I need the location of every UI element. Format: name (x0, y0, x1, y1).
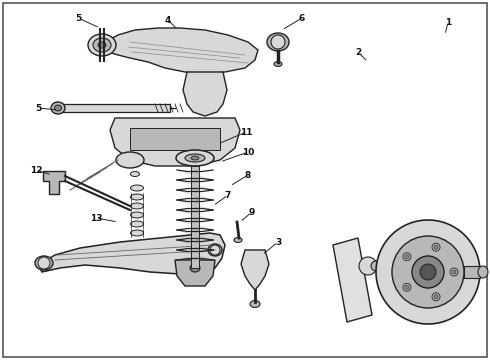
Polygon shape (241, 250, 269, 290)
Polygon shape (110, 118, 240, 166)
Ellipse shape (274, 62, 282, 67)
Ellipse shape (191, 156, 199, 160)
Text: 6: 6 (299, 14, 305, 23)
Circle shape (403, 283, 411, 291)
Circle shape (405, 255, 409, 259)
Polygon shape (183, 72, 227, 116)
Bar (191, 166, 199, 268)
Ellipse shape (130, 230, 144, 236)
Circle shape (420, 264, 436, 280)
Text: 1: 1 (445, 18, 451, 27)
Text: 9: 9 (249, 207, 255, 216)
Ellipse shape (130, 171, 140, 176)
Ellipse shape (35, 256, 53, 270)
Text: 8: 8 (245, 171, 251, 180)
Ellipse shape (130, 185, 144, 191)
Circle shape (432, 243, 440, 251)
Circle shape (450, 268, 458, 276)
Circle shape (376, 220, 480, 324)
Text: 2: 2 (355, 48, 361, 57)
Bar (130, 128, 220, 150)
Circle shape (271, 35, 285, 49)
Ellipse shape (98, 42, 106, 48)
Circle shape (432, 293, 440, 301)
Ellipse shape (208, 244, 222, 256)
Circle shape (392, 236, 464, 308)
Circle shape (452, 270, 456, 274)
Polygon shape (105, 28, 258, 74)
Ellipse shape (234, 238, 242, 243)
Text: 3: 3 (275, 238, 281, 247)
Ellipse shape (250, 301, 260, 307)
Text: 5: 5 (35, 104, 41, 113)
Ellipse shape (88, 34, 116, 56)
Ellipse shape (371, 261, 381, 271)
Ellipse shape (116, 152, 144, 168)
Ellipse shape (93, 38, 111, 52)
Ellipse shape (51, 102, 65, 114)
Polygon shape (175, 260, 215, 286)
Circle shape (403, 253, 411, 261)
Ellipse shape (478, 266, 488, 278)
Ellipse shape (190, 264, 200, 272)
Ellipse shape (130, 221, 144, 227)
Ellipse shape (359, 257, 377, 275)
Ellipse shape (130, 203, 144, 209)
Bar (464, 266, 480, 278)
Circle shape (412, 256, 444, 288)
Text: 5: 5 (75, 14, 81, 23)
Ellipse shape (176, 150, 214, 166)
Text: 12: 12 (30, 166, 42, 175)
Ellipse shape (185, 154, 205, 162)
Polygon shape (43, 171, 65, 194)
Circle shape (210, 245, 220, 255)
Text: 11: 11 (240, 127, 252, 136)
Circle shape (434, 245, 438, 249)
Text: 13: 13 (90, 213, 102, 222)
Text: 10: 10 (242, 148, 254, 157)
Text: 7: 7 (225, 190, 231, 199)
Polygon shape (38, 233, 225, 274)
Ellipse shape (382, 263, 388, 269)
Ellipse shape (130, 194, 144, 200)
Circle shape (405, 285, 409, 289)
Ellipse shape (130, 212, 144, 218)
Ellipse shape (267, 33, 289, 51)
Ellipse shape (54, 105, 62, 111)
Polygon shape (333, 238, 372, 322)
Text: 4: 4 (165, 15, 171, 24)
Circle shape (38, 257, 50, 269)
Circle shape (434, 295, 438, 299)
Bar (55, 104, 170, 112)
